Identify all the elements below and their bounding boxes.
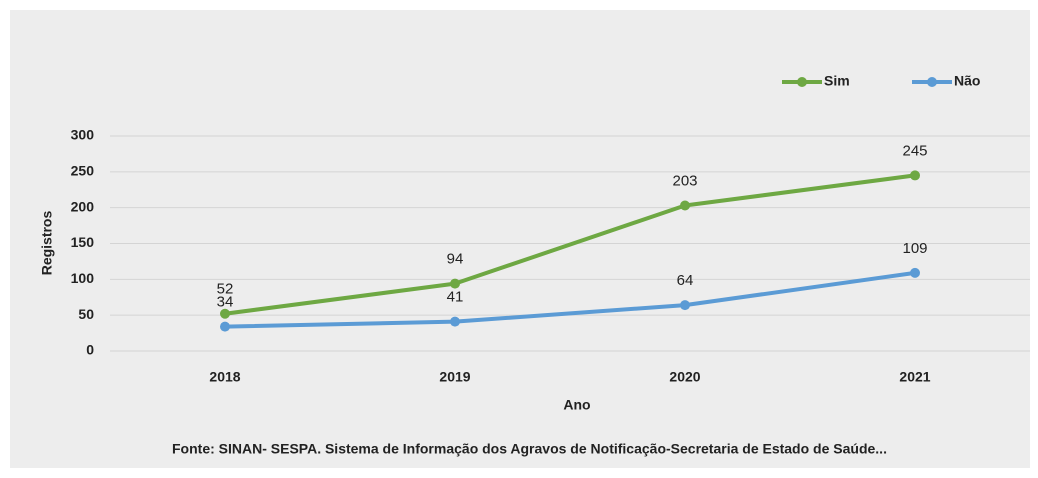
x-tick-label: 2020 — [669, 369, 700, 385]
legend-marker — [797, 77, 807, 87]
point — [220, 321, 230, 332]
legend-label: Sim — [824, 73, 850, 89]
point — [450, 316, 460, 327]
data-label: 41 — [447, 289, 464, 306]
point — [910, 267, 920, 278]
series-line — [224, 173, 916, 316]
data-label: 94 — [447, 251, 464, 268]
source-note: Fonte: SINAN- SESPA. Sistema de Informaç… — [172, 441, 887, 457]
legend-marker — [927, 77, 937, 87]
x-tick-label: 2018 — [209, 369, 240, 385]
data-label: 52 — [217, 281, 234, 298]
point — [220, 308, 230, 319]
data-label: 245 — [902, 142, 927, 159]
y-tick-label: 250 — [71, 163, 95, 179]
point — [910, 170, 920, 181]
y-tick-label: 100 — [71, 270, 95, 286]
legend-label: Não — [954, 73, 980, 89]
y-tick-label: 50 — [78, 306, 94, 322]
data-label: 203 — [672, 172, 697, 189]
data-label: 109 — [902, 240, 927, 257]
x-axis-label: Ano — [563, 397, 590, 413]
data-label: 34 — [217, 294, 234, 311]
y-tick-label: 0 — [86, 342, 94, 358]
y-tick-label: 300 — [71, 127, 95, 143]
x-tick-label: 2021 — [899, 369, 930, 385]
point — [680, 200, 690, 211]
y-axis-label: Registros — [39, 211, 55, 276]
point — [680, 300, 690, 311]
x-tick-label: 2019 — [439, 369, 470, 385]
y-tick-label: 200 — [71, 198, 95, 214]
series-line — [224, 270, 916, 329]
chart-background — [10, 10, 1030, 468]
data-label: 64 — [677, 272, 694, 289]
y-tick-label: 150 — [71, 234, 95, 250]
point — [450, 278, 460, 289]
